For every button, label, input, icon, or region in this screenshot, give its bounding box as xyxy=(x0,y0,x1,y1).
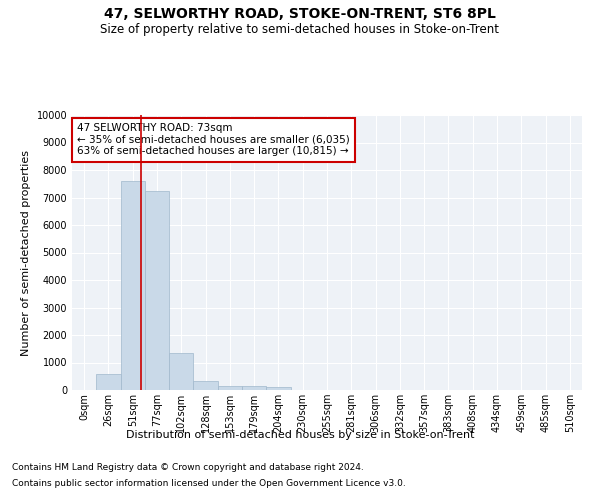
Y-axis label: Number of semi-detached properties: Number of semi-detached properties xyxy=(21,150,31,356)
Text: 47 SELWORTHY ROAD: 73sqm
← 35% of semi-detached houses are smaller (6,035)
63% o: 47 SELWORTHY ROAD: 73sqm ← 35% of semi-d… xyxy=(77,123,350,156)
Bar xyxy=(193,381,218,390)
Bar xyxy=(121,181,145,390)
Text: Size of property relative to semi-detached houses in Stoke-on-Trent: Size of property relative to semi-detach… xyxy=(101,22,499,36)
Text: Contains HM Land Registry data © Crown copyright and database right 2024.: Contains HM Land Registry data © Crown c… xyxy=(12,464,364,472)
Bar xyxy=(266,387,290,390)
Bar xyxy=(96,374,121,390)
Text: 47, SELWORTHY ROAD, STOKE-ON-TRENT, ST6 8PL: 47, SELWORTHY ROAD, STOKE-ON-TRENT, ST6 … xyxy=(104,8,496,22)
Bar xyxy=(169,353,193,390)
Text: Distribution of semi-detached houses by size in Stoke-on-Trent: Distribution of semi-detached houses by … xyxy=(126,430,474,440)
Bar xyxy=(145,190,169,390)
Text: Contains public sector information licensed under the Open Government Licence v3: Contains public sector information licen… xyxy=(12,478,406,488)
Bar xyxy=(218,386,242,390)
Bar xyxy=(242,386,266,390)
